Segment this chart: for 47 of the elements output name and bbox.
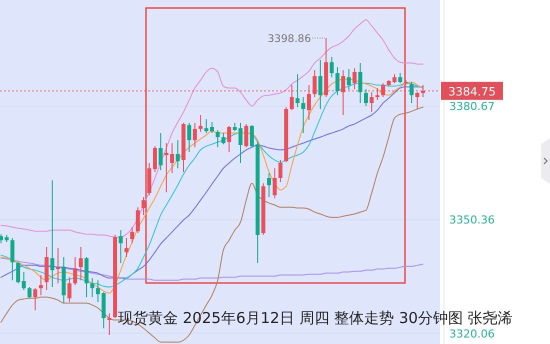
candlestick [118,230,123,264]
candlestick [364,88,368,107]
candlestick [142,196,146,216]
candlestick [176,140,180,169]
candlestick [10,237,14,281]
candlestick [136,206,140,234]
candlestick [278,160,282,183]
candlestick [318,59,322,110]
candlestick [67,276,72,303]
candlestick [216,130,220,148]
candlestick [28,286,32,299]
candlestick [198,114,203,132]
candlestick [346,68,351,90]
ref-line-label: 3384.75 [448,84,496,98]
candlestick [335,66,340,96]
candlestick [192,122,197,148]
candlestick [107,312,112,336]
candlestick [50,180,54,288]
candlestick [267,172,272,198]
candlestick [124,237,128,258]
candlestick [244,124,248,148]
candlestick [56,248,60,284]
candlestick [330,56,334,78]
annotation: 3398.86 [268,32,312,45]
candlestick [187,122,192,153]
candlestick [33,288,38,311]
candlestick [370,92,374,113]
candlestick [296,74,300,108]
candlestick [38,274,43,296]
candlestick [398,72,402,84]
candlestick [227,125,232,153]
candlestick [352,68,357,90]
candlestick [22,272,26,291]
candlestick [358,62,362,104]
candlestick [301,96,306,134]
candlestick [16,262,20,284]
y-tick-label: 3380.67 [449,100,495,114]
candlestick [130,226,134,244]
candlestick [90,278,94,298]
candlestick [73,256,78,286]
candlestick [221,132,226,145]
candlestick [272,168,277,199]
y-tick-label: 3350.36 [449,214,495,227]
candlestick [410,82,414,104]
y-tick-label: 3320.06 [449,327,495,340]
candlestick [78,246,83,281]
candlestick [158,132,163,171]
